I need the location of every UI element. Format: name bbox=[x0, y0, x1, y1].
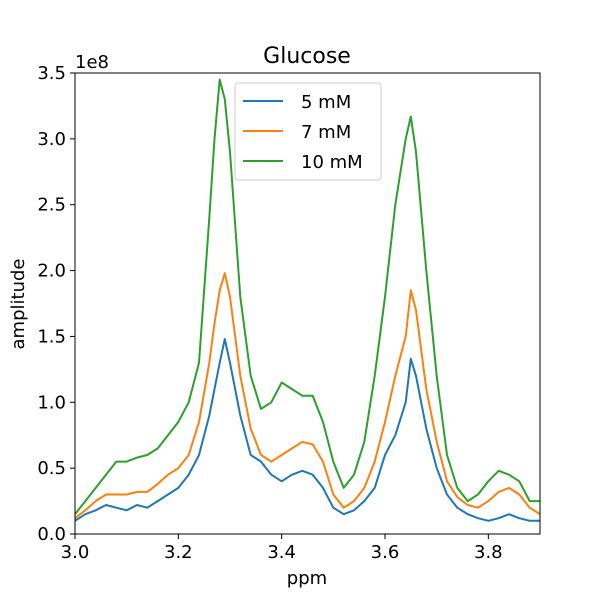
legend-box bbox=[234, 82, 382, 181]
legend-label: 7 mM bbox=[301, 122, 351, 143]
y-tick-label: 1.5 bbox=[37, 326, 66, 347]
y-tick-label: 2.5 bbox=[37, 195, 66, 216]
y-offset-label: 1e8 bbox=[75, 52, 109, 73]
x-tick-label: 3.2 bbox=[164, 542, 193, 563]
y-tick-label: 0.0 bbox=[37, 524, 66, 545]
plot-lines bbox=[75, 78, 540, 522]
legend-label: 5 mM bbox=[301, 92, 351, 113]
y-tick-label: 3.5 bbox=[37, 63, 66, 84]
series-line-2 bbox=[75, 272, 540, 519]
x-tick-label: 3.6 bbox=[371, 542, 400, 563]
x-axis-label: ppm bbox=[287, 568, 327, 589]
series-line-3 bbox=[75, 78, 540, 515]
x-tick-label: 3.8 bbox=[474, 542, 503, 563]
series-line-1 bbox=[75, 338, 540, 522]
chart-title: Glucose bbox=[263, 44, 351, 69]
y-tick-label: 0.5 bbox=[37, 458, 66, 479]
axes: 3.0 3.2 3.4 3.6 3.8 0.0 0.5 1.0 1.5 2.0 2.5 3.0 3.5 bbox=[37, 63, 541, 563]
plot-frame bbox=[74, 72, 541, 535]
x-tick-label: 3.4 bbox=[267, 542, 296, 563]
x-tick-label: 3.0 bbox=[61, 542, 90, 563]
y-axis-label: amplitude bbox=[8, 259, 29, 350]
legend: 5 mM 7 mM 10 mM bbox=[234, 82, 382, 181]
y-tick-label: 3.0 bbox=[37, 129, 66, 150]
legend-label: 10 mM bbox=[301, 152, 363, 173]
y-tick-label: 1.0 bbox=[37, 392, 66, 413]
y-tick-label: 2.0 bbox=[37, 261, 66, 282]
